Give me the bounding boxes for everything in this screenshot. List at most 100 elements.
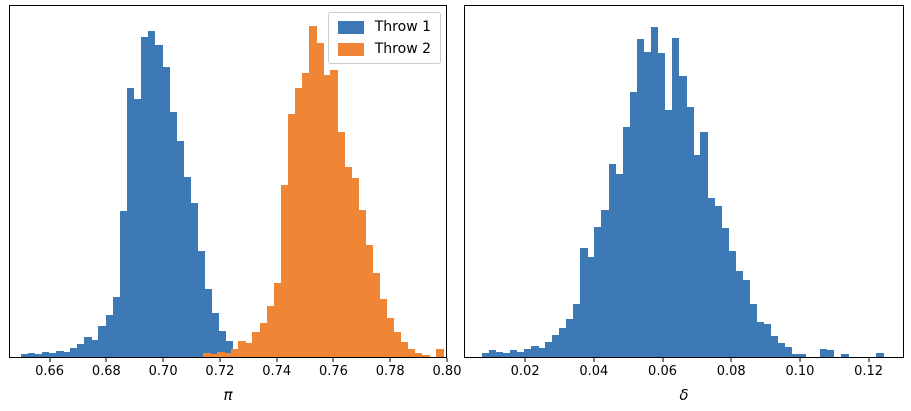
- hist-bar: [379, 299, 388, 357]
- hist-bar: [84, 337, 92, 357]
- x-tick-label: 0.72: [205, 364, 235, 379]
- x-tick-label: 0.04: [579, 364, 609, 379]
- x-tick-label: 0.68: [91, 364, 121, 379]
- x-tick-mark: [105, 358, 107, 362]
- plot-area-pi: Throw 1 Throw 2: [9, 5, 447, 358]
- x-tick-mark: [389, 358, 391, 362]
- hist-bar: [119, 210, 128, 357]
- hist-bar: [481, 353, 490, 357]
- x-axis-label-pi: π: [223, 386, 233, 404]
- hist-bar: [372, 272, 381, 357]
- hist-bar: [238, 341, 246, 357]
- x-tick: 0.04: [579, 358, 608, 379]
- hist-bar: [573, 304, 581, 357]
- hist-bar: [259, 322, 268, 357]
- hist-bar: [41, 352, 50, 357]
- hist-bar: [819, 348, 828, 357]
- x-axis-label-delta: δ: [679, 386, 689, 404]
- hist-bar: [721, 227, 729, 357]
- legend-label-throw-1: Throw 1: [374, 19, 431, 35]
- x-tick-label: 0.74: [262, 364, 292, 379]
- hist-bar: [770, 335, 779, 357]
- hist-bar: [826, 349, 835, 357]
- hist-bar: [273, 282, 282, 357]
- x-tick: 0.70: [149, 358, 178, 379]
- hist-bar: [657, 53, 666, 357]
- hist-bar: [294, 87, 303, 357]
- hist-bar: [218, 331, 227, 357]
- hist-bar: [20, 354, 29, 357]
- histogram-series: [465, 6, 903, 357]
- hist-bar: [287, 114, 296, 357]
- hist-bar: [622, 127, 631, 357]
- x-tick-label: 0.78: [375, 364, 405, 379]
- hist-bar: [876, 353, 884, 357]
- hist-bar: [330, 70, 338, 357]
- hist-bar: [323, 75, 331, 357]
- hist-bar: [784, 347, 793, 357]
- x-tick-label: 0.70: [148, 364, 178, 379]
- hist-bar: [70, 348, 78, 357]
- hist-bar: [231, 349, 239, 357]
- hist-bar: [686, 106, 694, 357]
- x-tick-label: 0.06: [648, 364, 678, 379]
- hist-bar: [421, 354, 430, 357]
- hist-bar: [358, 209, 366, 357]
- hist-bar: [516, 352, 525, 357]
- legend-swatch-throw-1-icon: [337, 20, 364, 34]
- hist-bar: [777, 342, 786, 357]
- x-tick: 0.80: [433, 358, 461, 379]
- hist-bar: [749, 303, 757, 357]
- hist-bar: [147, 30, 156, 357]
- hist-bar: [552, 335, 560, 357]
- hist-bar: [407, 349, 416, 357]
- hist-bar: [693, 155, 701, 357]
- hist-bar: [580, 248, 588, 357]
- x-tick: 0.06: [648, 358, 677, 379]
- hist-bar: [63, 352, 71, 357]
- hist-bar: [728, 250, 736, 357]
- hist-bar: [678, 76, 687, 357]
- legend-entry-throw-1: Throw 1: [337, 19, 431, 35]
- x-tick-mark: [730, 358, 732, 362]
- hist-bar: [545, 342, 553, 357]
- panel-pi: Throw 1 Throw 2 0.66 0.68 0.70 0.72 0.74 0.76…: [9, 5, 461, 411]
- x-tick: 0.76: [319, 358, 348, 379]
- x-tick-mark: [868, 358, 870, 362]
- hist-bar: [217, 352, 225, 357]
- hist-bar: [77, 344, 85, 357]
- hist-bar: [502, 353, 511, 357]
- hist-bar: [714, 206, 722, 357]
- hist-bar: [154, 45, 163, 357]
- hist-bar: [608, 163, 617, 357]
- hist-bar: [615, 173, 624, 357]
- x-tick: 0.08: [717, 358, 746, 379]
- hist-bar: [133, 98, 142, 357]
- hist-bar: [495, 352, 504, 357]
- hist-bar: [664, 109, 673, 357]
- hist-bar: [559, 327, 567, 357]
- legend-entry-throw-2: Throw 2: [337, 41, 431, 57]
- hist-bar: [671, 37, 680, 357]
- hist-bar: [344, 167, 352, 357]
- hist-bar: [538, 348, 546, 357]
- x-tick-label: 0.76: [318, 364, 348, 379]
- legend-label-throw-2: Throw 2: [374, 41, 431, 57]
- hist-bar: [245, 343, 253, 357]
- x-tick-mark: [662, 358, 664, 362]
- hist-bar: [365, 244, 374, 357]
- hist-bar: [735, 271, 743, 357]
- hist-bar: [531, 346, 539, 357]
- x-tick-mark: [524, 358, 526, 362]
- hist-bar: [524, 349, 532, 357]
- legend: Throw 1 Throw 2: [327, 12, 441, 64]
- x-tick-label: 0.02: [510, 364, 540, 379]
- x-tick-label: 0.66: [35, 364, 65, 379]
- hist-bar: [337, 132, 345, 357]
- hist-bar: [112, 296, 121, 357]
- hist-bar: [756, 321, 764, 357]
- hist-bar: [56, 351, 64, 357]
- x-tick: 0.68: [92, 358, 121, 379]
- hist-bar: [140, 36, 149, 357]
